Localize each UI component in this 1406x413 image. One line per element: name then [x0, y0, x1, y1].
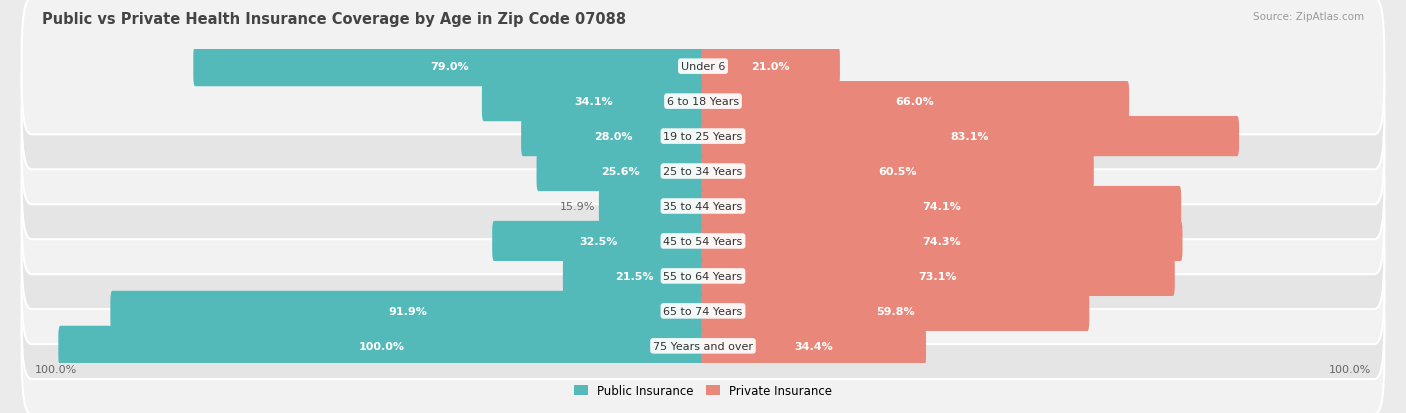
FancyBboxPatch shape [702, 117, 1239, 157]
Text: 34.4%: 34.4% [794, 341, 832, 351]
Text: 6 to 18 Years: 6 to 18 Years [666, 97, 740, 107]
Text: 45 to 54 Years: 45 to 54 Years [664, 236, 742, 247]
FancyBboxPatch shape [58, 326, 704, 366]
FancyBboxPatch shape [193, 47, 704, 87]
Text: 100.0%: 100.0% [1329, 365, 1371, 375]
Text: 28.0%: 28.0% [593, 132, 633, 142]
FancyBboxPatch shape [21, 278, 1385, 413]
FancyBboxPatch shape [21, 243, 1385, 379]
Legend: Public Insurance, Private Insurance: Public Insurance, Private Insurance [569, 379, 837, 401]
Text: 59.8%: 59.8% [876, 306, 914, 316]
FancyBboxPatch shape [702, 256, 1175, 296]
Text: 35 to 44 Years: 35 to 44 Years [664, 202, 742, 211]
FancyBboxPatch shape [702, 152, 1094, 192]
FancyBboxPatch shape [482, 82, 704, 122]
Text: 100.0%: 100.0% [359, 341, 405, 351]
FancyBboxPatch shape [702, 221, 1182, 261]
FancyBboxPatch shape [702, 326, 927, 366]
Text: 19 to 25 Years: 19 to 25 Years [664, 132, 742, 142]
Text: 100.0%: 100.0% [35, 365, 77, 375]
FancyBboxPatch shape [702, 47, 839, 87]
FancyBboxPatch shape [537, 152, 704, 192]
Text: 74.3%: 74.3% [922, 236, 962, 247]
FancyBboxPatch shape [702, 82, 1129, 122]
Text: 55 to 64 Years: 55 to 64 Years [664, 271, 742, 281]
Text: 32.5%: 32.5% [579, 236, 617, 247]
Text: Under 6: Under 6 [681, 62, 725, 72]
FancyBboxPatch shape [522, 117, 704, 157]
Text: 75 Years and over: 75 Years and over [652, 341, 754, 351]
FancyBboxPatch shape [492, 221, 704, 261]
FancyBboxPatch shape [21, 0, 1385, 135]
Text: 79.0%: 79.0% [430, 62, 468, 72]
FancyBboxPatch shape [562, 256, 704, 296]
Text: 15.9%: 15.9% [560, 202, 596, 211]
FancyBboxPatch shape [599, 186, 704, 227]
Text: 73.1%: 73.1% [918, 271, 957, 281]
Text: 34.1%: 34.1% [574, 97, 613, 107]
FancyBboxPatch shape [21, 173, 1385, 309]
FancyBboxPatch shape [21, 34, 1385, 170]
FancyBboxPatch shape [702, 186, 1181, 227]
Text: 65 to 74 Years: 65 to 74 Years [664, 306, 742, 316]
Text: 21.5%: 21.5% [614, 271, 654, 281]
Text: 25.6%: 25.6% [602, 166, 640, 177]
FancyBboxPatch shape [702, 291, 1090, 331]
Text: 66.0%: 66.0% [896, 97, 935, 107]
FancyBboxPatch shape [21, 138, 1385, 275]
Text: 25 to 34 Years: 25 to 34 Years [664, 166, 742, 177]
Text: 60.5%: 60.5% [879, 166, 917, 177]
Text: Public vs Private Health Insurance Coverage by Age in Zip Code 07088: Public vs Private Health Insurance Cover… [42, 12, 626, 27]
FancyBboxPatch shape [111, 291, 704, 331]
FancyBboxPatch shape [21, 69, 1385, 205]
FancyBboxPatch shape [21, 208, 1385, 344]
Text: Source: ZipAtlas.com: Source: ZipAtlas.com [1253, 12, 1364, 22]
Text: 74.1%: 74.1% [922, 202, 960, 211]
Text: 21.0%: 21.0% [751, 62, 790, 72]
Text: 83.1%: 83.1% [950, 132, 990, 142]
Text: 91.9%: 91.9% [388, 306, 427, 316]
FancyBboxPatch shape [21, 104, 1385, 240]
